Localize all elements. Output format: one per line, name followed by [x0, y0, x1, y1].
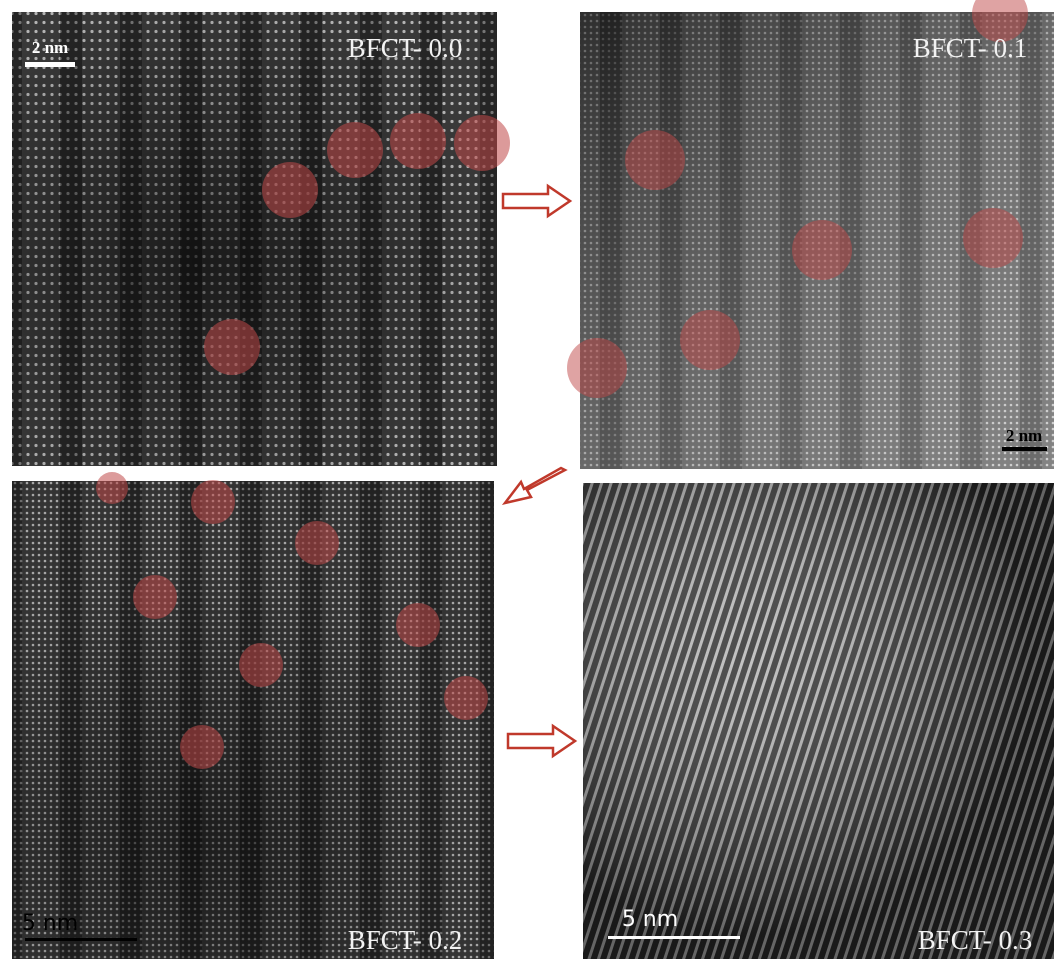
panel-label: BFCT- 0.1: [913, 33, 1028, 63]
scale-bar-label: 2 nm: [32, 38, 68, 57]
panel-label: BFCT- 0.3: [918, 925, 1033, 955]
panel: 2 nm BFCT- 0.1: [567, 0, 1054, 469]
panel: 5 nm BFCT- 0.2: [12, 472, 494, 959]
arrows: [501, 183, 578, 759]
scale-bar-label: 2 nm: [1006, 426, 1042, 445]
scale-bar-label: 5 nm: [622, 907, 678, 932]
panel: 5 nm BFCT- 0.3: [583, 483, 1054, 959]
panel-label: BFCT- 0.2: [348, 925, 463, 955]
panel-label: BFCT- 0.0: [348, 33, 463, 63]
panel: 2 nm BFCT- 0.0: [12, 12, 510, 466]
scale-bar-label: 5 nm: [22, 911, 78, 936]
